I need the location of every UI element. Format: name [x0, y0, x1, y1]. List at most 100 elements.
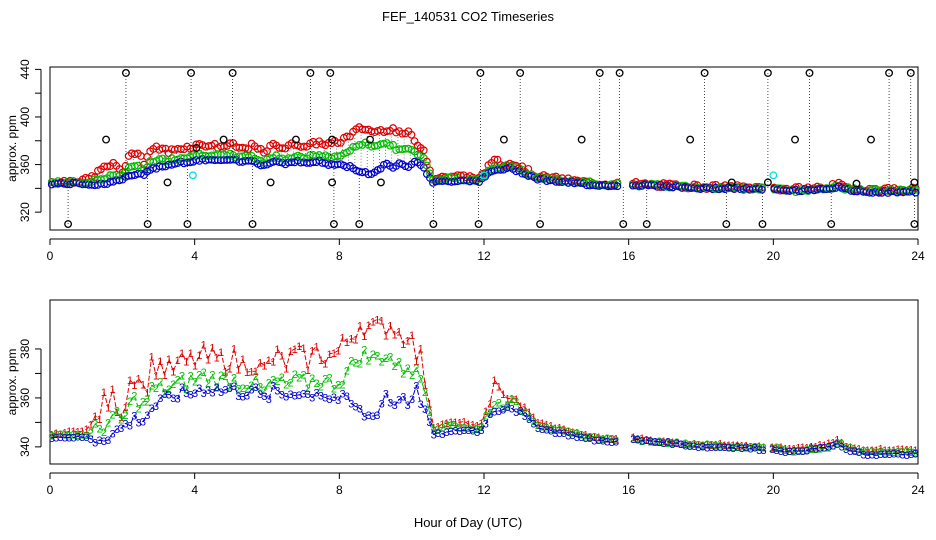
series-1-marker: 1: [118, 412, 124, 424]
series-3-marker: 3: [535, 423, 541, 435]
series-2-marker: 2: [743, 443, 749, 455]
series-1-marker: 1: [526, 407, 532, 419]
series-1-marker: 1: [869, 445, 875, 457]
series-1-marker: 1: [808, 441, 814, 453]
series-1-marker: 1: [57, 429, 63, 441]
series-1-marker: 1: [214, 353, 220, 365]
series-1-marker: 1: [609, 434, 615, 446]
top-y-tick-label: 360: [18, 154, 32, 174]
series-1-marker: 1: [544, 419, 550, 431]
series-1-line: 1111111111111111111111111111111111111111…: [49, 314, 919, 457]
series-3-marker: 3: [591, 435, 597, 447]
series-3-marker: 3: [465, 425, 471, 437]
series-2-marker: 2: [787, 446, 793, 458]
series-2-marker: 2: [678, 439, 684, 451]
series-2-marker: 2: [370, 349, 376, 361]
series-3-line: 3333333333333333333333333333333333333333…: [49, 381, 919, 462]
series-3-marker: 3: [834, 439, 840, 451]
series-3-marker: 3: [196, 383, 202, 395]
series-2-marker: 2: [609, 434, 615, 446]
series-1-marker: 1: [179, 348, 185, 360]
series-1-marker: 1: [114, 407, 120, 419]
series-2-marker: 2: [695, 440, 701, 452]
series-2-marker: 2: [57, 429, 63, 441]
flagged-marker: [376, 178, 385, 187]
series-2-marker: 2: [530, 416, 536, 428]
series-1-marker: 1: [413, 356, 419, 368]
series-2-marker: 2: [491, 400, 497, 412]
series-1-marker: 1: [426, 398, 432, 410]
series-1-marker: 1: [435, 422, 441, 434]
series-3-marker: 3: [405, 400, 411, 412]
series-1-marker: 1: [396, 326, 402, 338]
series-2-marker: 2: [661, 438, 667, 450]
bottom-x-tick-label: 0: [47, 483, 54, 497]
series-1-marker: 1: [682, 439, 688, 451]
series-2-marker: 2: [830, 440, 836, 452]
series-3-marker: 3: [687, 441, 693, 453]
series-3-marker: 3: [413, 381, 419, 393]
series-1-marker: [426, 166, 434, 175]
series-1-marker: 1: [513, 394, 519, 406]
series-3-marker: 3: [669, 439, 675, 451]
series-3-marker: 3: [483, 419, 489, 431]
series-3-marker: 3: [235, 391, 241, 403]
series-3-marker: 3: [366, 410, 372, 422]
series-2-marker: 2: [379, 357, 385, 369]
series-2-marker: 2: [157, 376, 163, 388]
series-3-marker: 3: [552, 428, 558, 440]
series-2-marker: 2: [105, 418, 111, 430]
series-3-marker: 3: [778, 446, 784, 458]
series-3-marker: 3: [470, 426, 476, 438]
series-1-marker: 1: [196, 350, 202, 362]
series-1-marker: 1: [752, 442, 758, 454]
series-3-marker: 3: [79, 432, 85, 444]
series-2-marker: 2: [826, 442, 832, 454]
series-1-marker: 1: [292, 344, 298, 356]
series-2-marker: 2: [682, 438, 688, 450]
series-1-marker: 1: [704, 440, 710, 452]
series-1-marker: 1: [240, 354, 246, 366]
series-2-marker: 2: [578, 429, 584, 441]
series-1-marker: 1: [496, 381, 502, 393]
series-2-marker: 2: [886, 447, 892, 459]
series-3-marker: 3: [774, 445, 780, 457]
cyan-marker: [769, 171, 778, 180]
series-2-marker: 2: [327, 373, 333, 385]
series-3-marker: 3: [648, 436, 654, 448]
series-2-marker: 2: [444, 419, 450, 431]
series-1-marker: 1: [313, 341, 319, 353]
series-2-marker: 2: [448, 420, 454, 432]
flagged-high-marker: [906, 68, 915, 77]
series-2-marker: 2: [873, 447, 879, 459]
series-1-marker: 1: [96, 414, 102, 426]
series-3-marker: 3: [322, 393, 328, 405]
series-2-marker: 2: [587, 432, 593, 444]
series-1-marker: 1: [708, 440, 714, 452]
series-1-marker: 1: [127, 375, 133, 387]
series-3-marker: 3: [331, 392, 337, 404]
series-3-segment: [51, 383, 617, 444]
series-3-marker: 3: [609, 437, 615, 449]
series-1-marker: 1: [318, 355, 324, 367]
series-2-marker: 2: [904, 446, 910, 458]
series-1-marker: 1: [257, 357, 263, 369]
series-1-marker: 1: [591, 431, 597, 443]
series-1-marker: 1: [500, 389, 506, 401]
series-1-marker: 1: [787, 444, 793, 456]
series-1-marker: 1: [144, 388, 150, 400]
series-3-marker: 3: [335, 395, 341, 407]
series-3-marker: 3: [865, 450, 871, 462]
series-3-marker: 3: [509, 404, 515, 416]
series-2-marker: 2: [895, 446, 901, 458]
series-3-marker: 3: [292, 391, 298, 403]
series-2-marker: 2: [496, 397, 502, 409]
series-3-marker: 3: [318, 391, 324, 403]
series-2-marker: [386, 141, 394, 150]
series-3-marker: 3: [222, 385, 228, 397]
bottom-y-axis-label: approx. ppm: [5, 349, 19, 416]
series-2-marker: 2: [75, 430, 81, 442]
series-1-marker: 1: [791, 444, 797, 456]
series-2-marker: 2: [179, 371, 185, 383]
series-3-marker: 3: [357, 403, 363, 415]
